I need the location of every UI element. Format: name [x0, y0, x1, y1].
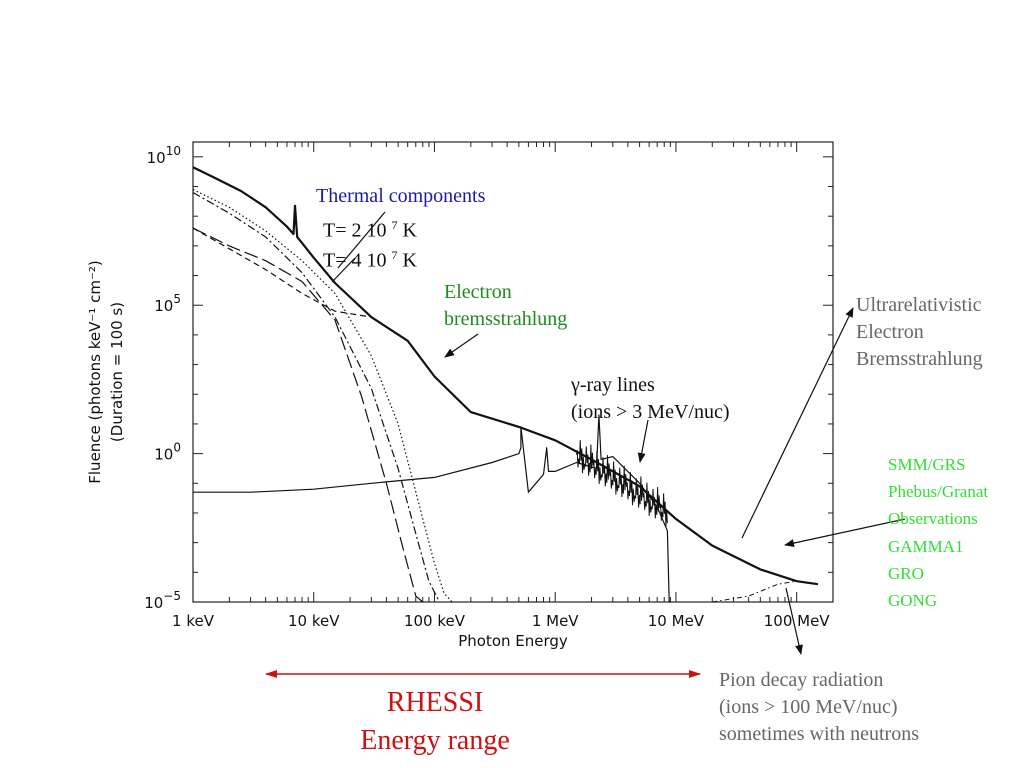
x-tick-label: 1 keV	[172, 612, 215, 630]
ultrarelativistic-label: Ultrarelativistic Electron Bremsstrahlun…	[856, 294, 983, 370]
series-line-dotted	[192, 188, 453, 603]
rhessi-label: RHESSI Energy range	[360, 687, 510, 756]
thermal-pointer-2	[331, 257, 356, 283]
thermal-components-title: Thermal components	[316, 185, 486, 207]
gamma-line-band	[576, 440, 668, 527]
y-tick-label: 1010	[147, 144, 181, 167]
axis-tick-labels: 1 keV 10 keV 100 keV 1 MeV 10 MeV 100 MeV 1010…	[144, 144, 830, 630]
series-line-dash-dot	[192, 191, 441, 603]
series-line-solid-thin	[193, 414, 671, 603]
series-line-dashed	[192, 227, 372, 318]
series-line-solid-bold	[192, 166, 819, 586]
series-group	[192, 166, 819, 603]
observations-list: SMM/GRS Phebus/Granat Observations GAMMA…	[888, 455, 989, 610]
x-tick-label: 10 keV	[288, 612, 340, 630]
thermal-pointer-1	[337, 211, 386, 269]
y-tick-label: 10−5	[144, 589, 181, 612]
electron-arrow	[444, 333, 479, 358]
electron-bremsstrahlung-label: Electron bremsstrahlung	[444, 281, 568, 330]
x-tick-label: 100 MeV	[764, 612, 831, 630]
series-line-long-dash	[192, 227, 424, 603]
axis-ticks	[192, 142, 834, 603]
y-axis-label-line1: Fluence (photons keV⁻¹ cm⁻²)	[86, 260, 104, 483]
obs-arrow	[784, 518, 906, 548]
x-tick-label: 1 MeV	[532, 612, 579, 630]
y-tick-label: 105	[154, 292, 181, 315]
x-axis-label: Photon Energy	[458, 632, 568, 650]
x-tick-label: 100 keV	[404, 612, 466, 630]
x-tick-label: 10 MeV	[648, 612, 705, 630]
temperature-2: T= 4 10 7 K	[323, 248, 417, 272]
ultra-arrow	[741, 307, 854, 539]
pion-decay-label: Pion decay radiation (ions > 100 MeV/nuc…	[719, 669, 919, 745]
gamma-arrow	[637, 419, 649, 463]
y-axis-label-line2: (Duration = 100 s)	[108, 302, 126, 442]
pion-arrow	[785, 587, 803, 655]
gamma-ray-lines-label: γ-ray lines (ions > 3 MeV/nuc)	[571, 374, 730, 423]
y-tick-label: 100	[154, 441, 181, 464]
temperature-1: T= 2 10 7 K	[323, 218, 417, 242]
series-line-dash-dot-small	[712, 580, 818, 603]
plot-frame	[192, 141, 834, 603]
